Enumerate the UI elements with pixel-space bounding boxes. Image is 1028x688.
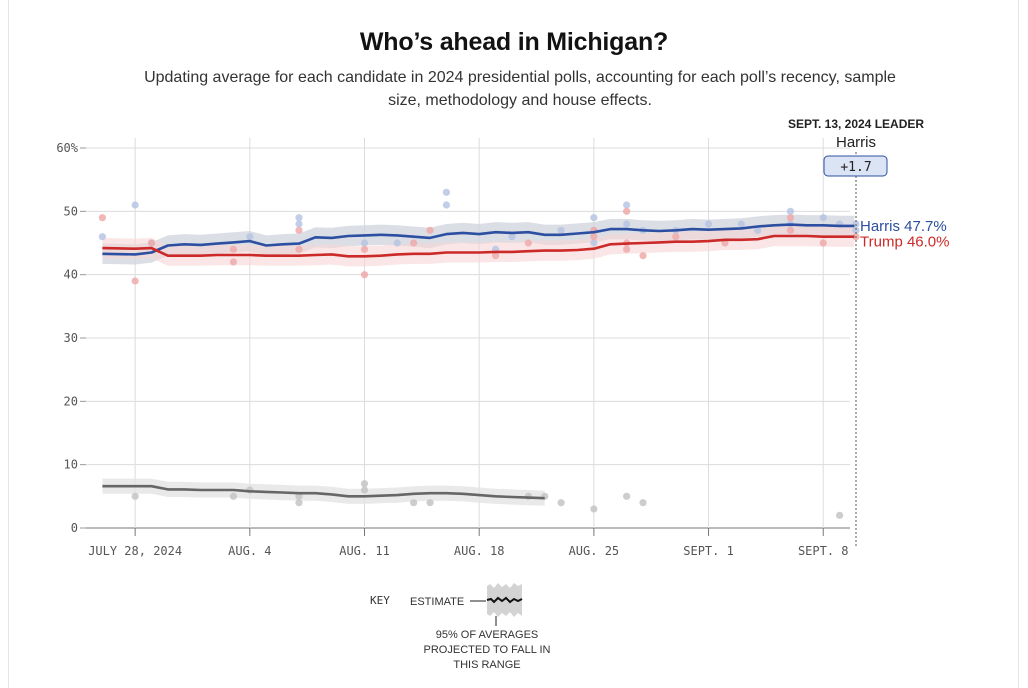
trump-end-label: Trump 46.0% <box>860 234 949 251</box>
trump-poll-dot <box>524 239 532 247</box>
x-tick-label: SEPT. 1 <box>683 544 734 558</box>
trump-average-line <box>102 234 855 258</box>
trump-poll-dot <box>98 214 106 222</box>
trump-poll-dot <box>147 239 156 247</box>
key-estimate-line <box>486 596 523 604</box>
trump-poll-dot <box>360 271 369 279</box>
grid-layer <box>80 138 850 536</box>
confidence-bands <box>102 214 855 506</box>
key-estimate-label: ESTIMATE <box>410 596 464 608</box>
harris-poll-dot <box>442 201 451 209</box>
kennedy-range-band <box>102 478 545 506</box>
leader-date-label: SEPT. 13, 2024 LEADER <box>788 117 924 131</box>
other-poll-dot <box>590 505 598 513</box>
harris-poll-dot <box>442 188 451 196</box>
other-poll-dot <box>557 499 565 507</box>
harris-poll-dot <box>737 220 745 228</box>
harris-poll-dot <box>819 214 827 222</box>
frame-right-border <box>1018 0 1019 688</box>
trump-poll-dot <box>295 245 303 253</box>
trump-poll-dot <box>786 214 795 222</box>
harris-poll-dot <box>246 233 254 241</box>
harris-end-label: Harris 47.7% <box>860 218 947 235</box>
chart-key: KEY ESTIMATE 95% OF AVERAGES PROJECTED T… <box>370 583 551 671</box>
harris-poll-dot <box>557 226 565 234</box>
harris-poll-dot <box>295 214 303 222</box>
average-lines <box>102 223 855 500</box>
key-label: KEY <box>370 594 390 607</box>
harris-poll-dot <box>754 226 762 234</box>
other-poll-dot <box>360 480 369 488</box>
trump-poll-dot <box>672 233 680 241</box>
other-poll-dot <box>229 492 238 500</box>
trump-poll-dot <box>426 226 434 234</box>
harris-poll-dot <box>295 220 303 228</box>
leader-margin: +1.7 <box>840 160 871 175</box>
harris-poll-dot <box>623 220 631 228</box>
harris-poll-dot <box>360 239 369 247</box>
x-tick-label: AUG. 4 <box>228 544 271 558</box>
key-range-note-line2: PROJECTED TO FALL IN <box>424 644 551 656</box>
other-poll-dot <box>836 511 844 519</box>
trump-poll-dot <box>639 252 647 260</box>
y-tick-label: 50 <box>64 204 78 218</box>
harris-poll-dot <box>131 201 139 209</box>
leader-name: Harris <box>836 134 876 151</box>
y-tick-label: 60% <box>56 141 78 155</box>
trump-poll-dot <box>786 226 795 234</box>
trump-poll-dot <box>819 239 827 247</box>
key-range-note-line1: 95% OF AVERAGES <box>436 629 539 641</box>
y-tick-label: 0 <box>71 521 78 535</box>
x-tick-label: AUG. 18 <box>454 544 505 558</box>
harris-poll-dot <box>704 220 713 228</box>
other-poll-dot <box>131 492 139 500</box>
harris-poll-dot <box>852 226 860 234</box>
harris-poll-dot <box>590 214 598 222</box>
x-tick-label: JULY 28, 2024 <box>88 544 182 558</box>
x-tick-label: AUG. 25 <box>569 544 620 558</box>
other-poll-dot <box>360 486 369 494</box>
x-tick-label: AUG. 11 <box>339 544 390 558</box>
other-poll-dot <box>410 499 418 507</box>
trump-poll-dot <box>360 245 369 253</box>
harris-poll-dot <box>786 207 795 215</box>
harris-poll-dot <box>393 239 401 247</box>
frame-left-border <box>8 0 9 688</box>
harris-poll-dot <box>508 233 516 241</box>
y-tick-label: 40 <box>64 268 78 282</box>
x-tick-label: SEPT. 8 <box>798 544 849 558</box>
key-range-note-line3: THIS RANGE <box>453 659 520 671</box>
other-poll-dot <box>295 492 303 500</box>
other-poll-dot <box>639 499 647 507</box>
trump-poll-dot <box>623 245 631 253</box>
kennedy-average-line <box>102 484 545 500</box>
y-tick-label: 30 <box>64 331 78 345</box>
axis-labels: 60% 50 40 30 20 10 0 JULY 28, 2024 AUG. 4 AUG. 11… <box>56 141 848 558</box>
leader-margin-badge <box>823 155 888 177</box>
trump-poll-dot <box>623 207 631 215</box>
trump-poll-dot <box>229 245 238 253</box>
other-poll-dot <box>426 499 434 507</box>
harris-poll-dot <box>590 239 598 247</box>
trump-poll-dot <box>410 239 418 247</box>
other-poll-dot <box>623 492 631 500</box>
trump-poll-dot <box>590 233 598 241</box>
trump-poll-dot <box>229 258 238 266</box>
y-tick-label: 10 <box>64 458 78 472</box>
trump-poll-dot <box>491 252 500 260</box>
harris-average-line <box>102 223 855 256</box>
other-poll-dot <box>295 499 303 507</box>
harris-poll-dot <box>623 201 631 209</box>
chart-title: Who’s ahead in Michigan? <box>359 28 669 56</box>
y-tick-label: 20 <box>64 394 78 408</box>
harris-poll-dot <box>98 233 106 241</box>
chart-subtitle: Updating average for each candidate in 2… <box>144 69 896 109</box>
trump-poll-dot <box>131 277 139 285</box>
trump-poll-dot <box>295 226 303 234</box>
